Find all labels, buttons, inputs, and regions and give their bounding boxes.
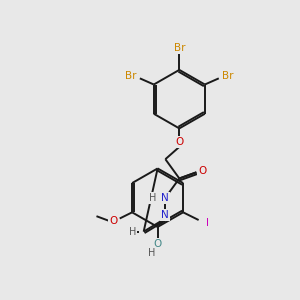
Text: Br: Br xyxy=(222,71,234,81)
Text: Br: Br xyxy=(174,43,185,52)
Text: H: H xyxy=(148,248,155,258)
Text: O: O xyxy=(154,239,162,249)
Text: H: H xyxy=(149,193,157,203)
Text: H: H xyxy=(129,226,136,237)
Text: N: N xyxy=(161,210,169,220)
Text: O: O xyxy=(199,166,207,176)
Text: O: O xyxy=(110,216,118,226)
Text: O: O xyxy=(175,137,184,147)
Text: Br: Br xyxy=(125,71,136,81)
Text: I: I xyxy=(206,218,209,228)
Text: N: N xyxy=(161,193,169,203)
